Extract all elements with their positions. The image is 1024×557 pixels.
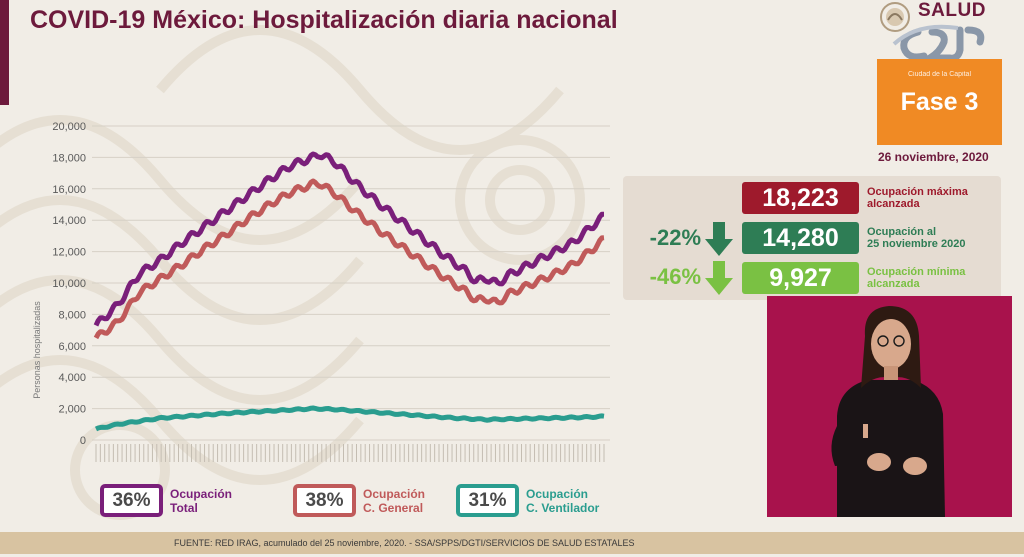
y-tick-label: 20,000 bbox=[52, 121, 86, 133]
legend-ventilator-label-line2: C. Ventilador bbox=[526, 501, 600, 515]
legend-ventilator-pct: 31% bbox=[456, 484, 519, 517]
y-axis-ticks: 0 2,000 4,000 6,000 8,000 10,000 12,000 14,000 1… bbox=[52, 121, 86, 447]
max-occupancy-label: Ocupación máxima alcanzada bbox=[867, 186, 997, 210]
legend-total-label-line1: Ocupación bbox=[170, 487, 233, 501]
series-general-line bbox=[93, 178, 605, 340]
summary-panel: 18,223 Ocupación máxima alcanzada -22% 1… bbox=[623, 176, 1001, 300]
sign-language-interpreter-video bbox=[767, 296, 1012, 517]
chart-grid bbox=[92, 125, 610, 441]
y-tick-label: 14,000 bbox=[52, 215, 86, 227]
legend-general-label-line2: C. General bbox=[363, 501, 424, 515]
min-occupancy-label-line2: alcanzada bbox=[867, 278, 920, 290]
series-ventilator-line bbox=[94, 405, 605, 432]
down-arrow-current-shape bbox=[705, 222, 733, 256]
y-tick-label: 2,000 bbox=[58, 404, 86, 416]
mexico-seal-logo bbox=[880, 2, 910, 32]
cdmx-logo bbox=[892, 24, 985, 62]
y-tick-label: 10,000 bbox=[52, 278, 86, 290]
series-total-line bbox=[93, 151, 605, 327]
legend-total-label: Ocupación Total bbox=[170, 487, 270, 515]
min-occupancy-label: Ocupación mínima alcanzada bbox=[867, 266, 997, 290]
legend-total-pct: 36% bbox=[100, 484, 163, 517]
report-date: 26 noviembre, 2020 bbox=[878, 150, 989, 164]
legend-ventilator-label: Ocupación C. Ventilador bbox=[526, 487, 626, 515]
salud-logo-text: SALUD bbox=[918, 0, 986, 21]
y-tick-label: 16,000 bbox=[52, 184, 86, 196]
y-tick-label: 6,000 bbox=[58, 341, 86, 353]
footer-source: FUENTE: RED IRAG, acumulado del 25 novie… bbox=[174, 538, 635, 548]
y-axis-label: Personas hospitalizadas bbox=[32, 301, 42, 399]
legend-general-label: Ocupación C. General bbox=[363, 487, 463, 515]
chart-series bbox=[93, 151, 605, 432]
phase-label: Fase 3 bbox=[900, 88, 979, 116]
interpreter-figure bbox=[831, 306, 945, 517]
min-occupancy-label-line1: Ocupación mínima bbox=[867, 266, 966, 278]
y-tick-label: 8,000 bbox=[58, 309, 86, 321]
current-occupancy-value: 14,280 bbox=[742, 222, 859, 254]
footer-bar bbox=[0, 532, 1024, 554]
min-occupancy-value: 9,927 bbox=[742, 262, 859, 294]
y-tick-label: 18,000 bbox=[52, 152, 86, 164]
x-axis-ticks bbox=[95, 444, 605, 462]
y-tick-label: 4,000 bbox=[58, 372, 86, 384]
current-occupancy-label: Ocupación al 25 noviembre 2020 bbox=[867, 226, 997, 250]
page-title: COVID-19 México: Hospitalización diaria … bbox=[30, 6, 618, 34]
legend-general-pct: 38% bbox=[293, 484, 356, 517]
down-arrow-icon bbox=[705, 222, 733, 256]
current-change-pct: -22% bbox=[649, 225, 701, 250]
max-occupancy-label-line1: Ocupación máxima bbox=[867, 186, 968, 198]
max-occupancy-label-line2: alcanzada bbox=[867, 198, 920, 210]
legend-ventilator-label-line1: Ocupación bbox=[526, 487, 589, 501]
left-accent-strip bbox=[0, 0, 9, 105]
max-occupancy-value: 18,223 bbox=[742, 182, 859, 214]
min-change-pct: -46% bbox=[649, 264, 701, 289]
y-tick-label: 12,000 bbox=[52, 247, 86, 259]
phase-box: Ciudad de la Capital Fase 3 bbox=[877, 59, 1002, 145]
hospitalization-chart: 0 2,000 4,000 6,000 8,000 10,000 12,000 14,000 1… bbox=[32, 121, 610, 462]
down-arrow-min-shape bbox=[705, 261, 733, 295]
legend-total-label-line2: Total bbox=[170, 501, 198, 515]
current-occupancy-label-line1: Ocupación al bbox=[867, 226, 937, 238]
down-arrow-icon bbox=[705, 261, 733, 295]
y-tick-label: 0 bbox=[80, 435, 86, 447]
current-occupancy-label-line2: 25 noviembre 2020 bbox=[867, 238, 966, 250]
phase-caption: Ciudad de la Capital bbox=[907, 71, 972, 78]
legend-general-label-line1: Ocupación bbox=[363, 487, 426, 501]
